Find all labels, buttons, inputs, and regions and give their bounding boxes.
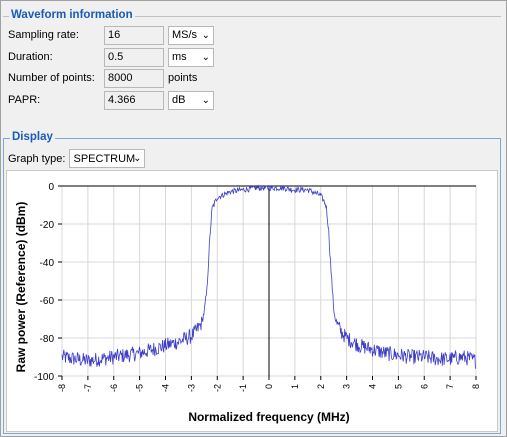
x-tick-label: 6 <box>419 384 429 389</box>
papr-unit-value: dB <box>172 94 186 106</box>
sampling-rate-row: Sampling rate: 16 MS/s ⌄ <box>8 25 214 45</box>
x-tick-label: -4 <box>161 384 171 392</box>
papr-row: PAPR: 4.366 dB ⌄ <box>8 90 214 110</box>
x-tick-label: -1 <box>238 384 248 392</box>
x-tick-label: -3 <box>186 384 196 392</box>
papr-unit-select[interactable]: dB ⌄ <box>168 90 214 110</box>
spectrum-chart: 0 -20 -40 -60 -80 -100 -8 -7 -6 -5 -4 -3 -2 -1 0 1 2 3 4 5 6… <box>6 170 498 432</box>
num-points-row: Number of points: 8000 points <box>8 68 197 88</box>
num-points-unit: points <box>168 72 198 84</box>
y-tick-label: -60 <box>40 296 55 307</box>
x-tick-label: -5 <box>135 384 145 392</box>
papr-label: PAPR: <box>8 94 41 106</box>
chevron-down-icon: ⌄ <box>201 29 210 41</box>
graph-type-label: Graph type: <box>8 152 66 165</box>
waveform-info-title: Waveform information <box>9 9 135 21</box>
graph-type-row: Graph type: SPECTRUM ⌄ <box>8 149 146 168</box>
sampling-rate-field: 16 <box>104 25 164 45</box>
y-tick-label: -40 <box>40 258 55 269</box>
duration-unit-select[interactable]: ms ⌄ <box>168 47 214 67</box>
x-tick-label: 3 <box>342 384 352 389</box>
x-tick-label: -7 <box>83 384 93 392</box>
x-tick-label: -8 <box>57 384 67 392</box>
graph-type-select[interactable]: SPECTRUM ⌄ <box>69 149 146 168</box>
y-tick-label: -100 <box>34 372 54 383</box>
x-tick-label: 0 <box>264 384 274 389</box>
x-axis-label: Normalized frequency (MHz) <box>188 410 349 424</box>
spectrum-series-line <box>61 184 477 369</box>
x-tick-label: -6 <box>109 384 119 392</box>
x-tick-label: 7 <box>445 384 455 389</box>
chevron-down-icon: ⌄ <box>201 94 210 106</box>
y-axis-label: Raw power (Reference) (dBm) <box>14 202 28 373</box>
waveform-info-group: Waveform information <box>3 9 501 117</box>
x-tick-label: -2 <box>212 384 222 392</box>
sampling-rate-unit-value: MS/s <box>172 29 198 41</box>
graph-type-value: SPECTRUM <box>73 152 136 165</box>
x-tick-label: 8 <box>471 384 481 389</box>
x-tick-label: 2 <box>316 384 326 389</box>
sampling-rate-label: Sampling rate: <box>8 29 79 41</box>
duration-label: Duration: <box>8 51 53 63</box>
sampling-rate-unit-select[interactable]: MS/s ⌄ <box>168 25 214 45</box>
num-points-label: Number of points: <box>8 72 95 84</box>
y-tick-label: -80 <box>40 334 55 345</box>
spectrum-chart-svg: 0 -20 -40 -60 -80 -100-8 -7 -6 -5 -4 -3 -2 -1 0 1 2 3 4 5 6… <box>14 182 481 424</box>
display-title: Display <box>10 131 55 143</box>
duration-field: 0.5 <box>104 47 164 67</box>
display-group: Display <box>3 131 501 434</box>
chevron-down-icon: ⌄ <box>201 51 210 63</box>
chevron-down-icon: ⌄ <box>133 153 142 164</box>
y-tick-label: 0 <box>48 182 54 193</box>
duration-row: Duration: 0.5 ms ⌄ <box>8 47 214 67</box>
duration-unit-value: ms <box>172 51 187 63</box>
y-tick-label: -20 <box>40 220 55 231</box>
papr-field: 4.366 <box>104 90 164 110</box>
x-tick-label: 4 <box>368 384 378 389</box>
num-points-field: 8000 <box>104 68 164 88</box>
x-tick-label: 5 <box>393 384 403 389</box>
x-tick-label: 1 <box>290 384 300 389</box>
